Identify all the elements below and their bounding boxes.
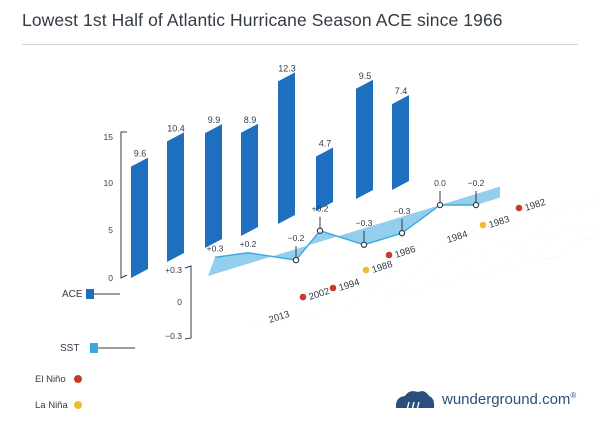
- floor-line: [222, 249, 564, 331]
- sst-value-label: +0.2: [312, 204, 329, 214]
- page-title: Lowest 1st Half of Atlantic Hurricane Se…: [22, 10, 503, 30]
- sst-point: [472, 201, 480, 209]
- ace-value-label: 10.4: [167, 123, 185, 133]
- enso-dot: [299, 293, 307, 301]
- sst-value-label: +0.2: [240, 239, 257, 249]
- legend-el-nino-label: El Niño: [35, 374, 66, 385]
- ace-tick-label: 10: [104, 178, 114, 188]
- ace-bar: [205, 124, 222, 248]
- ace-bar: [356, 79, 373, 199]
- enso-dot: [385, 251, 393, 259]
- sst-axis-line: [184, 265, 192, 340]
- brand-text: wunderground.com: [442, 390, 571, 408]
- sst-value-label: −0.2: [288, 233, 305, 243]
- sst-point: [398, 229, 406, 237]
- sst-value-label: −0.3: [356, 218, 373, 228]
- sst-point: [292, 256, 300, 264]
- ace-value-label: 9.6: [134, 149, 147, 159]
- ace-axis-line: [120, 131, 128, 279]
- brand-mark: ®: [570, 390, 577, 400]
- ace-bar: [316, 147, 333, 211]
- legend-sst-swatch: [90, 343, 98, 353]
- ace-value-label: 12.3: [278, 63, 296, 73]
- enso-dot: [329, 284, 337, 292]
- ace-tick-label: 0: [108, 273, 113, 283]
- ace-bar: [167, 132, 184, 262]
- year-label: 1982: [524, 197, 548, 214]
- sst-value-label: 0.0: [434, 178, 446, 188]
- legend-la-nina-dot: [74, 401, 82, 409]
- enso-dot: [479, 221, 487, 229]
- ace-value-label: 7.4: [395, 86, 408, 96]
- floor-line: [204, 259, 546, 341]
- sst-value-label: −0.3: [394, 206, 411, 216]
- ace-value-label: 9.5: [359, 71, 372, 81]
- year-label: 2013: [268, 309, 292, 326]
- ace-tick-label: 15: [104, 132, 114, 142]
- legend-la-nina-label: La Niña: [35, 400, 68, 411]
- sst-area: [208, 186, 500, 276]
- sst-tick-label: 0: [177, 297, 182, 307]
- sst-point: [360, 241, 368, 248]
- year-label: 1994: [338, 277, 362, 294]
- sst-line: [214, 204, 477, 261]
- floor-line: [312, 210, 600, 280]
- enso-dot: [515, 204, 523, 212]
- sst-tick-label: −0.3: [165, 331, 182, 341]
- floor-line: [258, 228, 600, 310]
- floor-line: [294, 216, 600, 290]
- floor-line: [348, 198, 600, 259]
- year-label: 2002: [308, 286, 332, 303]
- ace-tick-label: 5: [108, 225, 113, 235]
- brand-logo[interactable]: wunderground.com®: [392, 388, 576, 410]
- title-divider: [22, 44, 578, 45]
- sst-point: [436, 201, 444, 209]
- ace-value-label: 9.9: [208, 115, 221, 125]
- year-label: 1986: [394, 244, 418, 261]
- legend-ace-swatch: [86, 289, 94, 299]
- legend-ace-label: ACE: [62, 289, 83, 300]
- enso-dot: [362, 266, 370, 274]
- floor-line: [240, 239, 582, 321]
- year-label: 1988: [371, 259, 395, 276]
- ace-bar: [278, 72, 295, 224]
- ace-bar: [392, 95, 409, 190]
- sst-tick-label: +0.3: [165, 265, 182, 275]
- legend-sst-label: SST: [60, 343, 79, 354]
- sst-point: [316, 227, 324, 234]
- legend-el-nino-dot: [74, 375, 82, 383]
- ace-value-label: 8.9: [244, 115, 257, 125]
- sst-value-label: −0.2: [468, 178, 485, 188]
- ace-bar: [131, 157, 148, 278]
- ace-value-label: 4.7: [319, 138, 332, 148]
- cloud-logo-icon: [395, 391, 435, 410]
- year-label: 1983: [488, 214, 512, 231]
- sst-value-label: +0.3: [207, 243, 224, 253]
- ace-bar: [241, 123, 258, 236]
